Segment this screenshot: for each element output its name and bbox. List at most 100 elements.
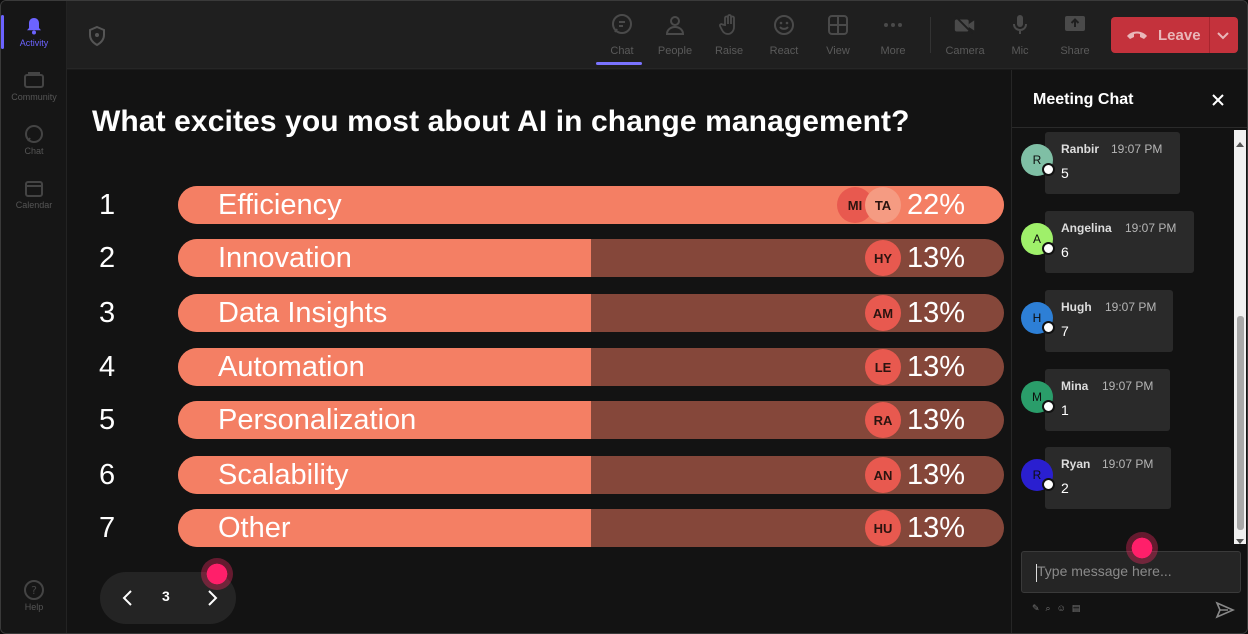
rail-chat[interactable]: Chat xyxy=(5,115,63,163)
send-icon[interactable] xyxy=(1215,600,1235,620)
poll-option-row: 5 Personalization 13% RA xyxy=(67,400,1011,440)
microphone-icon xyxy=(1008,13,1032,37)
presence-status-icon xyxy=(1042,321,1055,334)
poll-option-fill xyxy=(178,456,591,494)
message-text: 5 xyxy=(1061,165,1069,181)
toolbar-people-label: People xyxy=(657,45,693,57)
poll-option-percent: 13% xyxy=(907,512,966,544)
voter-avatar: LE xyxy=(865,349,901,385)
poll-option-number: 4 xyxy=(99,351,116,383)
shield-icon[interactable] xyxy=(87,25,107,47)
grid-view-icon xyxy=(826,13,850,37)
meeting-toolbar: Chat People Raise React View xyxy=(67,1,1247,69)
message-sender: Hugh xyxy=(1061,300,1092,314)
presence-status-icon xyxy=(1042,163,1055,176)
toolbar-raise-button[interactable]: Raise xyxy=(703,9,755,61)
poll-option-row: 6 Scalability 13% AN xyxy=(67,455,1011,495)
poll-option-number: 7 xyxy=(99,512,116,544)
chat-message: Mina 19:07 PM 1 M xyxy=(1021,369,1221,433)
more-dots-icon xyxy=(881,13,905,37)
poll-option-bar: Personalization xyxy=(178,401,1004,439)
rail-help[interactable]: ? Help xyxy=(5,571,63,619)
rail-community[interactable]: Community xyxy=(5,61,63,109)
poll-option-percent: 22% xyxy=(907,189,966,221)
chevron-down-icon[interactable] xyxy=(1215,27,1231,47)
toolbar-chat-label: Chat xyxy=(610,45,634,57)
toolbar-more-button[interactable]: More xyxy=(867,9,919,61)
poll-option-fill xyxy=(178,294,591,332)
poll-option-fill xyxy=(178,239,591,277)
chat-title: Meeting Chat xyxy=(1033,91,1134,108)
message-bubble: Ranbir 19:07 PM 5 xyxy=(1045,132,1180,194)
rail-calendar[interactable]: Calendar xyxy=(5,169,63,217)
message-text: 7 xyxy=(1061,323,1069,339)
scroll-up-icon[interactable] xyxy=(1236,134,1244,147)
close-icon[interactable] xyxy=(1208,90,1228,110)
click-indicator xyxy=(201,558,233,590)
hand-icon xyxy=(717,13,741,37)
svg-text:?: ? xyxy=(31,584,37,597)
leave-label: Leave xyxy=(1158,26,1201,44)
rail-chat-label: Chat xyxy=(24,146,44,156)
chat-message: Ryan 19:07 PM 2 R xyxy=(1021,447,1221,511)
leave-button[interactable]: Leave xyxy=(1111,17,1238,53)
toolbar-camera-button[interactable]: Camera xyxy=(939,9,991,61)
message-time: 19:07 PM xyxy=(1102,457,1154,471)
poll-option-number: 1 xyxy=(99,189,116,221)
smiley-icon xyxy=(772,13,796,37)
message-sender: Mina xyxy=(1061,379,1089,393)
toolbar-react-label: React xyxy=(769,45,799,57)
emoji-icon[interactable]: ☺ xyxy=(1056,603,1066,613)
poll-option-number: 2 xyxy=(99,242,116,274)
poll-option-bar: Automation xyxy=(178,348,1004,386)
poll-option-number: 3 xyxy=(99,297,116,329)
toolbar-view-button[interactable]: View xyxy=(812,9,864,61)
poll-option-row: 1 Efficiency 22% MI TA xyxy=(67,185,1011,225)
chevron-left-icon[interactable] xyxy=(116,586,140,610)
poll-option-label: Data Insights xyxy=(218,297,388,329)
scroll-down-icon[interactable] xyxy=(1236,532,1244,544)
rail-community-label: Community xyxy=(11,92,57,102)
poll-option-fill xyxy=(178,401,591,439)
poll-option-fill xyxy=(178,509,591,547)
poll-option-row: 3 Data Insights 13% AM xyxy=(67,293,1011,333)
presence-status-icon xyxy=(1042,478,1055,491)
chat-message: Ranbir 19:07 PM 5 R xyxy=(1021,132,1221,196)
person-icon xyxy=(663,13,687,37)
voter-avatar: TA xyxy=(865,187,901,223)
chat-icon xyxy=(23,123,45,145)
poll-option-fill xyxy=(178,348,591,386)
chevron-right-icon[interactable] xyxy=(200,586,224,610)
toolbar-chat-button[interactable]: Chat xyxy=(596,9,648,65)
voter-avatar: RA xyxy=(865,402,901,438)
message-time: 19:07 PM xyxy=(1111,142,1163,156)
toolbar-share-button[interactable]: Share xyxy=(1049,9,1101,61)
scrollbar-thumb[interactable] xyxy=(1237,316,1244,530)
voter-avatar: AM xyxy=(865,295,901,331)
poll-option-label: Other xyxy=(218,512,291,544)
chat-header: Meeting Chat xyxy=(1012,70,1247,128)
message-time: 19:07 PM xyxy=(1105,300,1157,314)
chat-scrollbar[interactable] xyxy=(1234,130,1246,544)
toolbar-raise-label: Raise xyxy=(714,45,744,57)
rail-activity-label: Activity xyxy=(19,38,49,48)
attach-icon[interactable]: ⌕ xyxy=(1045,603,1051,613)
message-bubble: Hugh 19:07 PM 7 xyxy=(1045,290,1173,352)
format-icon[interactable]: ✎ xyxy=(1032,603,1040,613)
rail-activity[interactable]: Activity xyxy=(1,7,63,55)
message-time: 19:07 PM xyxy=(1102,379,1154,393)
message-bubble: Mina 19:07 PM 1 xyxy=(1045,369,1170,431)
toolbar-react-button[interactable]: React xyxy=(758,9,810,61)
meeting-chat-panel: Meeting Chat Ranbir 19:07 PM 5 R Angelina 19:… xyxy=(1011,70,1247,633)
toolbar-people-button[interactable]: People xyxy=(649,9,701,61)
poll-option-percent: 13% xyxy=(907,351,966,383)
page-number: 3 xyxy=(162,588,170,604)
toolbar-mic-button[interactable]: Mic xyxy=(994,9,1046,61)
poll-option-bar: Innovation xyxy=(178,239,1004,277)
message-text: 1 xyxy=(1061,402,1069,418)
gif-icon[interactable]: ▤ xyxy=(1071,603,1081,613)
help-icon: ? xyxy=(23,579,45,601)
message-text: 6 xyxy=(1061,244,1069,260)
poll-option-percent: 13% xyxy=(907,459,966,491)
